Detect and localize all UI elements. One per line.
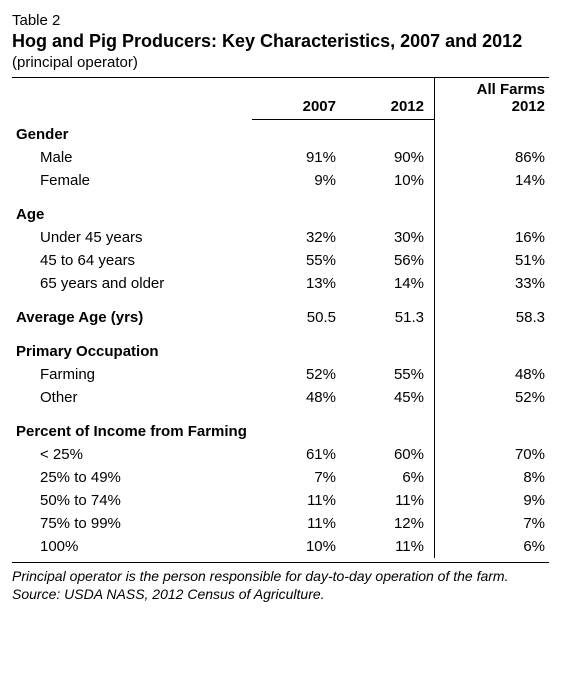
table-row: 45 to 64 years55%56%51%: [12, 249, 549, 272]
average-age-label: Average Age (yrs): [12, 295, 252, 329]
cell-value: 11%: [252, 512, 340, 535]
section-header: Primary Occupation: [12, 329, 252, 363]
cell-value: 48%: [252, 386, 340, 409]
row-label: Under 45 years: [12, 226, 252, 249]
table-row: Farming52%55%48%: [12, 363, 549, 386]
table-row: 50% to 74%11%11%9%: [12, 489, 549, 512]
cell-value: 48%: [435, 363, 550, 386]
cell-value: 32%: [252, 226, 340, 249]
cell-value: 56%: [340, 249, 435, 272]
section-header: Age: [12, 192, 252, 226]
row-label: 45 to 64 years: [12, 249, 252, 272]
cell-value: 86%: [435, 146, 550, 169]
cell-value: 33%: [435, 272, 550, 295]
cell-value: 51.3: [340, 295, 435, 329]
cell-value: 11%: [340, 489, 435, 512]
cell-value: 51%: [435, 249, 550, 272]
table-title: Hog and Pig Producers: Key Characteristi…: [12, 31, 549, 52]
cell-value: 30%: [340, 226, 435, 249]
cell-value: 14%: [340, 272, 435, 295]
table-row: Under 45 years32%30%16%: [12, 226, 549, 249]
cell-value: 50.5: [252, 295, 340, 329]
table-row: Male91%90%86%: [12, 146, 549, 169]
table-row: 75% to 99%11%12%7%: [12, 512, 549, 535]
cell-value: 91%: [252, 146, 340, 169]
column-header-2007: 2007: [252, 78, 340, 120]
footnote-source: Source: USDA NASS, 2012 Census of Agricu…: [12, 585, 549, 604]
cell-value: 11%: [340, 535, 435, 558]
table-subtitle: (principal operator): [12, 54, 549, 71]
cell-value: 70%: [435, 443, 550, 466]
cell-value: 55%: [340, 363, 435, 386]
table-row: < 25%61%60%70%: [12, 443, 549, 466]
cell-value: 61%: [252, 443, 340, 466]
section-header: Percent of Income from Farming: [12, 409, 252, 443]
row-label: 75% to 99%: [12, 512, 252, 535]
row-label: 50% to 74%: [12, 489, 252, 512]
row-label: Other: [12, 386, 252, 409]
footnote-definition: Principal operator is the person respons…: [12, 567, 549, 586]
row-label: < 25%: [12, 443, 252, 466]
table-row: Female9%10%14%: [12, 169, 549, 192]
section-header: Gender: [12, 120, 252, 146]
cell-value: 7%: [252, 466, 340, 489]
cell-value: 10%: [340, 169, 435, 192]
cell-value: 58.3: [435, 295, 550, 329]
row-label: Male: [12, 146, 252, 169]
row-label: Farming: [12, 363, 252, 386]
cell-value: 12%: [340, 512, 435, 535]
column-header-2012: 2012: [340, 78, 435, 120]
cell-value: 14%: [435, 169, 550, 192]
cell-value: 13%: [252, 272, 340, 295]
cell-value: 9%: [252, 169, 340, 192]
cell-value: 45%: [340, 386, 435, 409]
cell-value: 9%: [435, 489, 550, 512]
cell-value: 52%: [252, 363, 340, 386]
cell-value: 60%: [340, 443, 435, 466]
table-row: 65 years and older13%14%33%: [12, 272, 549, 295]
row-label: Female: [12, 169, 252, 192]
table-row: 100%10%11%6%: [12, 535, 549, 558]
row-label: 25% to 49%: [12, 466, 252, 489]
table-number: Table 2: [12, 12, 549, 29]
cell-value: 7%: [435, 512, 550, 535]
cell-value: 52%: [435, 386, 550, 409]
column-header-allfarms: All Farms 2012: [435, 78, 550, 120]
row-label: 100%: [12, 535, 252, 558]
cell-value: 16%: [435, 226, 550, 249]
cell-value: 8%: [435, 466, 550, 489]
cell-value: 10%: [252, 535, 340, 558]
table-footnotes: Principal operator is the person respons…: [12, 562, 549, 605]
cell-value: 6%: [435, 535, 550, 558]
data-table: 2007 2012 All Farms 2012 GenderMale91%90…: [12, 77, 549, 558]
table-row: 25% to 49%7%6%8%: [12, 466, 549, 489]
cell-value: 55%: [252, 249, 340, 272]
row-label: 65 years and older: [12, 272, 252, 295]
cell-value: 90%: [340, 146, 435, 169]
cell-value: 6%: [340, 466, 435, 489]
table-row: Other48%45%52%: [12, 386, 549, 409]
cell-value: 11%: [252, 489, 340, 512]
